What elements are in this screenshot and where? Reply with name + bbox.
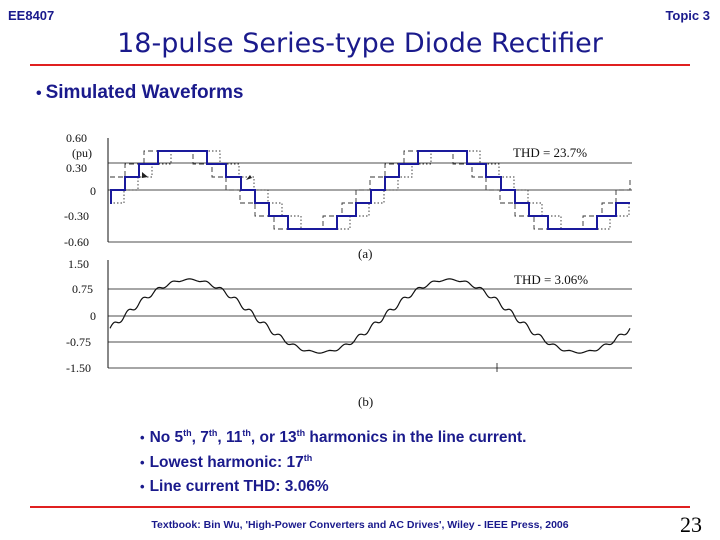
- chart-b-thd-annotation: THD = 3.06%: [514, 272, 588, 287]
- chart-a-thd-annotation: THD = 23.7%: [513, 145, 587, 160]
- chart-b-ytick-1: 0.75: [72, 282, 93, 296]
- chart-a-annotation-bg: [508, 143, 618, 161]
- chart-a-series-input-current: [110, 150, 630, 230]
- footer-divider: [30, 506, 690, 508]
- chart-a: 0.60 (pu) 0.30 0 -0.30 -0.60 THD = 23.7%…: [64, 131, 632, 261]
- bullet-text: No 5th, 7th, 11th, or 13th harmonics in …: [149, 428, 527, 447]
- bullet-icon: •: [140, 430, 145, 446]
- chart-a-ytick-4: -0.60: [64, 235, 89, 249]
- bullet-text: Lowest harmonic: 17th: [149, 453, 313, 472]
- bullet-icon: •: [140, 479, 145, 495]
- course-code: EE8407: [8, 8, 55, 23]
- chart-b-ytick-3: -0.75: [66, 335, 91, 349]
- section-heading: • Simulated Waveforms: [36, 82, 243, 104]
- chart-b: 1.50 0.75 0 -0.75 -1.50 THD = 3.06% (b): [66, 257, 632, 409]
- chart-a-ytick-0: 0.60: [66, 131, 87, 145]
- bullet-list: • No 5th, 7th, 11th, or 13th harmonics in…: [140, 428, 526, 502]
- chart-a-unit-label: (pu): [72, 146, 92, 160]
- bullet-item: • Line current THD: 3.06%: [140, 478, 526, 496]
- chart-b-ytick-0: 1.50: [68, 257, 89, 271]
- slide-title: 18-pulse Series-type Diode Rectifier: [117, 28, 603, 59]
- page-number: 23: [680, 512, 702, 537]
- bullet-item: • Lowest harmonic: 17th: [140, 453, 526, 472]
- topic-label: Topic 3: [665, 8, 710, 23]
- chart-a-ytick-2: 0: [90, 184, 96, 198]
- chart-b-ytick-2: 0: [90, 309, 96, 323]
- chart-a-ytick-1: 0.30: [66, 161, 87, 175]
- section-heading-text: Simulated Waveforms: [45, 82, 244, 103]
- chart-b-ytick-4: -1.50: [66, 361, 91, 375]
- chart-a-arrow-marker: [142, 172, 148, 178]
- chart-a-panel-label: (a): [358, 246, 372, 261]
- bullet-item: • No 5th, 7th, 11th, or 13th harmonics in…: [140, 428, 526, 447]
- bullet-icon: •: [140, 455, 145, 471]
- chart-a-arrow-marker: [246, 175, 252, 180]
- chart-b-series-line-current: [109, 278, 631, 354]
- chart-a-ytick-3: -0.30: [64, 209, 89, 223]
- chart-b-panel-label: (b): [358, 394, 373, 409]
- footer-citation: Textbook: Bin Wu, 'High-Power Converters…: [151, 519, 569, 531]
- title-divider: [30, 64, 690, 66]
- bullet-text: Line current THD: 3.06%: [149, 478, 329, 496]
- chart-b-annotation-bg: [510, 270, 618, 288]
- bullet-icon: •: [36, 85, 42, 102]
- chart-a-series-dashed: [110, 150, 631, 230]
